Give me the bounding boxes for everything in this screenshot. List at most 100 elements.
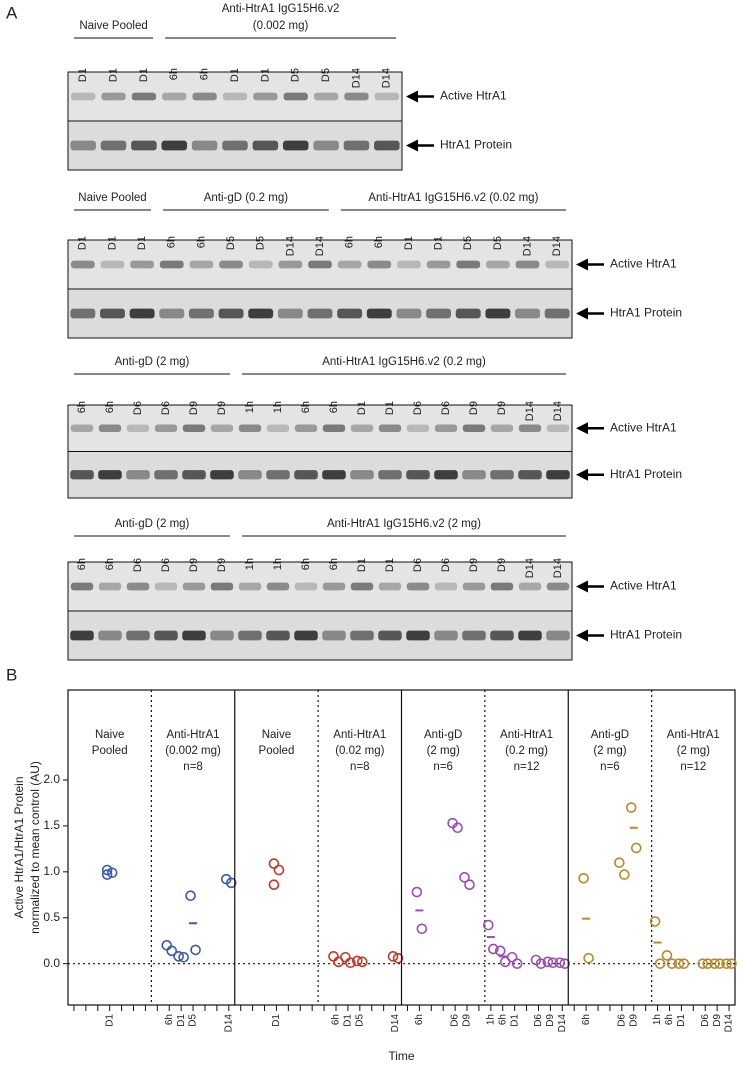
lane-label: 6h [166,236,178,248]
lane-label: 6h [344,236,356,248]
lane-label: D5 [290,68,302,82]
data-point [392,952,404,964]
data-point [506,951,518,963]
group-header: (2 mg) [427,745,460,757]
data-point [178,951,189,963]
group-header: (2 mg) [677,745,710,757]
data-point [345,957,356,969]
x-tick-label: D5 [188,1014,199,1027]
group-header: (0.02 mg) [335,745,384,757]
band [518,582,542,591]
band [350,424,374,432]
blot-row [67,610,573,661]
band [434,424,458,432]
band [126,630,150,641]
x-tick-label: D9 [712,1014,723,1027]
group-header: n=6 [600,761,620,773]
data-point [268,879,280,890]
band [266,424,290,432]
data-point [619,869,630,880]
lane-label: D9 [188,558,200,572]
band [100,140,127,151]
band-label: HtrA1 Protein [610,628,682,642]
data-point [166,945,178,957]
band [546,424,570,432]
band [294,470,318,480]
lane-label: D14 [521,236,533,256]
band [308,260,332,269]
blot-row [67,561,573,612]
band [294,424,318,432]
data-point [173,951,184,962]
x-tick-label: D9 [545,1014,556,1027]
y-tick-label: 1.0 [43,864,60,878]
band [71,92,96,101]
lane-label: D14 [284,236,296,256]
data-point [535,958,547,969]
x-tick-label: D1 [271,1014,282,1027]
x-tick-label: D14 [557,1014,568,1033]
data-point [511,958,523,969]
lane-label: D14 [552,401,564,421]
group-header: Pooled [92,745,128,757]
band [218,308,244,319]
band [70,470,94,480]
band [100,260,125,269]
band [101,92,126,101]
group-header: Naive [95,729,124,741]
band [253,92,278,101]
lane-label: D5 [320,68,332,82]
x-tick-label: 6h [414,1014,425,1025]
band [378,582,402,591]
group-label: Anti-HtrA1 IgG15H6.v2 [222,3,340,15]
band [350,470,374,480]
band [545,260,570,269]
data-point [185,890,196,902]
group-label: Anti-HtrA1 IgG15H6.v2 (0.02 mg) [368,192,538,204]
data-point [649,916,661,927]
band [70,582,94,591]
x-tick-label: D6 [533,1014,544,1027]
band [238,582,262,591]
data-point [542,956,554,968]
band [462,424,486,432]
band [462,582,486,591]
lane-label: D6 [160,558,172,572]
band [490,630,514,641]
band [313,140,339,151]
band [192,92,217,101]
lane-label: D6 [440,558,452,572]
lane-label: D1 [77,236,89,250]
x-tick-label: D1 [343,1014,354,1027]
lane-label: D14 [350,68,362,88]
lane-label: D14 [524,401,536,421]
lane-label: D9 [468,558,480,572]
band [378,630,402,641]
x-tick-label: 6h [664,1014,675,1025]
x-tick-label: D1 [676,1014,687,1027]
band [374,140,400,151]
arrow-head [576,258,588,271]
data-point [554,957,566,969]
lane-label: 6h [328,558,340,570]
group-header: Anti-gD [591,729,629,741]
band-label: HtrA1 Protein [610,306,682,320]
x-tick-label: D9 [462,1014,473,1027]
band [238,630,262,641]
group-header: Anti-HtrA1 [167,729,220,741]
lane-label: D1 [384,401,396,415]
lane-label: 6h [168,68,180,80]
lane-label: 6h [195,236,207,248]
x-tick-label: D6 [616,1014,627,1027]
band [219,260,243,269]
y-axis-label: Active HtrA1/HtrA1 Protein [12,776,26,918]
lane-label: D5 [225,236,237,250]
band [131,92,157,101]
band [337,308,363,319]
data-point [340,951,351,963]
x-tick-label: D5 [354,1014,365,1027]
band [210,470,234,480]
data-point [630,842,642,854]
group-header: n=6 [433,761,453,773]
lane-label: D14 [381,68,393,88]
